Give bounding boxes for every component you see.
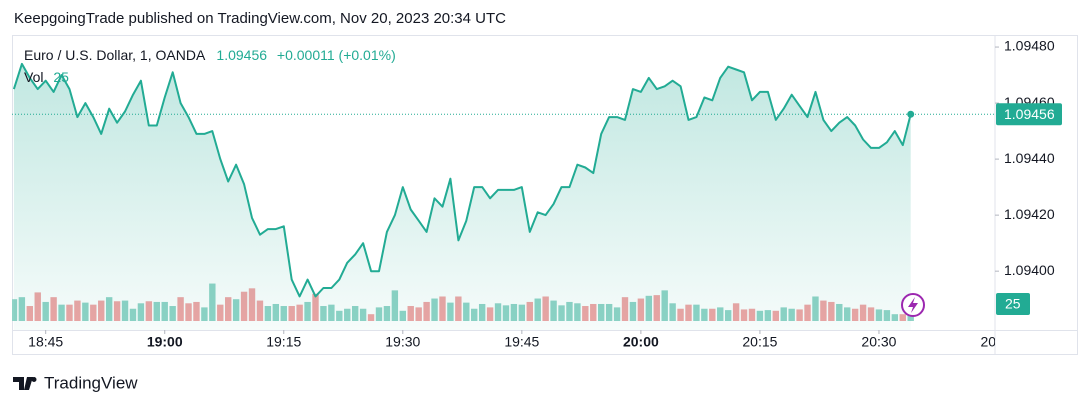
replay-icon[interactable] — [901, 293, 925, 317]
volume-tag-label: 25 — [1005, 296, 1021, 312]
icon-bolt — [908, 297, 918, 313]
y-tick-label: 1.09440 — [1004, 150, 1055, 166]
logo-mark — [13, 377, 37, 390]
legend: Euro / U.S. Dollar, 1, OANDA 1.09456 +0.… — [24, 47, 396, 63]
symbol: Euro / U.S. Dollar, 1, OANDA — [24, 47, 206, 63]
header: KeepgoingTrade published on TradingView.… — [14, 10, 506, 27]
last-price: 1.09456 — [216, 47, 267, 63]
volume-last: 25 — [53, 69, 69, 85]
x-tick-label: 20:30 — [861, 334, 896, 350]
y-tick-label: 1.09400 — [1004, 262, 1055, 278]
last-point — [907, 110, 915, 118]
x-tick-label: 20:00 — [623, 334, 659, 350]
y-tick-label: 1.09480 — [1004, 38, 1055, 54]
x-tick-label: 19:00 — [147, 334, 183, 350]
tags: 1.09456 25 — [996, 103, 1062, 315]
price-area — [13, 63, 911, 330]
tradingview-logo: TradingView — [13, 373, 138, 392]
x-tick-label: 20:15 — [742, 334, 777, 350]
x-tick-label: 19:30 — [385, 334, 420, 350]
x-tick-label: 20:45 — [980, 334, 1015, 350]
x-tick-label: 19:45 — [504, 334, 539, 350]
chart-frame — [12, 35, 1078, 355]
volume-tag — [996, 292, 1030, 315]
price-tag-label: 1.09456 — [1004, 106, 1055, 122]
footer: TradingView — [44, 373, 138, 392]
x-tick-label: 18:45 — [28, 334, 63, 350]
price-tag — [996, 103, 1062, 126]
x-tick-label: 19:15 — [266, 334, 301, 350]
price-line — [12, 62, 912, 298]
volume-legend: Vol 25 — [24, 69, 69, 85]
volume-name: Vol — [24, 69, 43, 85]
time-axis: 18:45 19:00 19:15 19:30 19:45 20:00 20:15 20:30… — [28, 330, 1015, 350]
y-tick-label: 1.09420 — [1004, 206, 1055, 222]
change: +0.00011 (+0.01%) — [277, 47, 396, 63]
price-pane — [12, 62, 995, 330]
